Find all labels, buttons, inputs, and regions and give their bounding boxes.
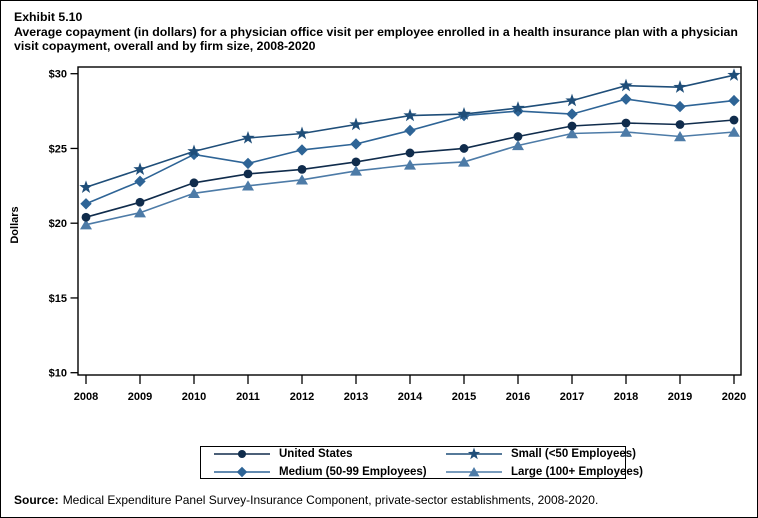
- data-point-triangle: [674, 130, 686, 142]
- x-tick-label: 2017: [560, 391, 584, 403]
- data-point-diamond: [134, 175, 146, 188]
- data-point-circle: [351, 157, 361, 167]
- data-point-triangle: [350, 165, 362, 176]
- data-point-circle: [237, 449, 247, 458]
- data-point-triangle: [620, 126, 632, 137]
- data-point-star: [511, 101, 525, 114]
- x-tick-label: 2020: [722, 391, 746, 403]
- data-point-star: [241, 130, 255, 144]
- y-tick-label: $10: [49, 368, 67, 380]
- legend-label: United States: [279, 447, 353, 460]
- data-point-diamond: [80, 198, 92, 210]
- data-point-star: [673, 80, 687, 93]
- series-line-large-100-employees: [85, 131, 735, 226]
- data-point-star: [295, 126, 309, 140]
- data-point-circle: [567, 121, 577, 131]
- data-point-circle: [243, 169, 253, 179]
- data-point-triangle: [296, 174, 308, 185]
- data-point-triangle: [512, 139, 524, 151]
- data-point-star: [467, 447, 481, 459]
- source-label: Source:: [14, 493, 59, 507]
- x-tick-label: 2018: [614, 391, 638, 403]
- data-point-triangle: [188, 187, 200, 198]
- data-point-circle: [729, 115, 739, 125]
- x-tick-label: 2015: [452, 391, 476, 403]
- legend-label: Large (100+ Employees): [511, 465, 643, 478]
- data-point-star: [457, 107, 471, 120]
- triangle-legend-marker: [446, 466, 502, 476]
- data-point-star: [187, 144, 201, 158]
- chart-legend: United States Small (<50 Employees) Medium…: [200, 446, 643, 480]
- legend-item-large-100-employees: Large (100+ Employees): [446, 464, 643, 480]
- data-point-triangle: [134, 207, 146, 218]
- title-block: Exhibit 5.10 Average copayment (in dolla…: [14, 10, 751, 54]
- x-tick-label: 2008: [74, 391, 98, 403]
- data-point-star: [133, 162, 147, 176]
- data-point-star: [79, 180, 93, 193]
- data-point-triangle: [242, 180, 254, 191]
- data-point-star: [619, 78, 633, 92]
- data-point-diamond: [350, 138, 362, 150]
- source-note: Source: Medical Expenditure Panel Survey-…: [14, 493, 598, 507]
- legend-item-medium-50-99-employees: Medium (50-99 Employees): [214, 464, 446, 480]
- x-tick-label: 2009: [128, 391, 152, 403]
- data-point-circle: [459, 144, 469, 153]
- x-tick-label: 2011: [236, 391, 260, 403]
- data-point-circle: [621, 118, 631, 128]
- line-chart: $10 $15 $20 $25 $30 2008 2009 2010 2011 2012 2013 2…: [9, 66, 746, 403]
- y-tick-label: $20: [49, 218, 67, 230]
- data-point-diamond: [674, 100, 686, 113]
- data-point-diamond: [404, 124, 416, 137]
- y-tick-label: $30: [49, 69, 67, 81]
- data-point-star: [349, 117, 363, 131]
- data-point-triangle: [80, 219, 92, 230]
- data-point-diamond: [620, 93, 632, 105]
- data-point-diamond: [566, 108, 578, 120]
- data-point-circle: [297, 164, 307, 174]
- data-point-circle: [675, 120, 685, 129]
- exhibit-number: Exhibit 5.10: [14, 10, 83, 24]
- diamond-legend-marker: [214, 466, 270, 477]
- chart-title: Average copayment (in dollars) for a phy…: [14, 24, 738, 54]
- data-point-circle: [135, 197, 145, 207]
- data-point-diamond: [242, 157, 254, 170]
- data-point-star: [403, 108, 417, 122]
- data-point-triangle: [566, 128, 578, 139]
- x-tick-label: 2010: [182, 391, 206, 403]
- data-point-circle: [189, 178, 199, 188]
- data-point-triangle: [458, 156, 470, 167]
- source-text: Medical Expenditure Panel Survey-Insuran…: [62, 493, 599, 507]
- legend-item-small-50-employees: Small (<50 Employees): [446, 446, 643, 462]
- star-legend-marker: [446, 447, 502, 459]
- x-tick-label: 2012: [290, 391, 314, 403]
- data-point-diamond: [728, 94, 740, 107]
- legend-item-united-states: United States: [214, 446, 446, 462]
- data-point-star: [727, 68, 741, 81]
- y-tick-label: $15: [49, 293, 67, 305]
- y-axis-label: Dollars: [9, 206, 21, 243]
- data-point-diamond: [296, 144, 308, 156]
- x-tick-label: 2013: [344, 391, 368, 403]
- data-point-star: [565, 93, 579, 107]
- y-tick-label: $25: [49, 143, 67, 155]
- data-point-circle: [405, 148, 415, 158]
- data-point-triangle: [468, 466, 480, 476]
- x-tick-label: 2019: [668, 391, 692, 403]
- data-point-circle: [513, 132, 523, 141]
- data-point-triangle: [728, 126, 740, 137]
- legend-label: Medium (50-99 Employees): [279, 465, 427, 478]
- data-point-circle: [81, 212, 91, 222]
- data-point-diamond: [236, 466, 248, 477]
- x-tick-label: 2014: [398, 391, 423, 403]
- legend-label: Small (<50 Employees): [511, 447, 636, 460]
- x-tick-label: 2016: [506, 391, 530, 403]
- data-point-triangle: [404, 159, 416, 170]
- circle-legend-marker: [214, 449, 270, 458]
